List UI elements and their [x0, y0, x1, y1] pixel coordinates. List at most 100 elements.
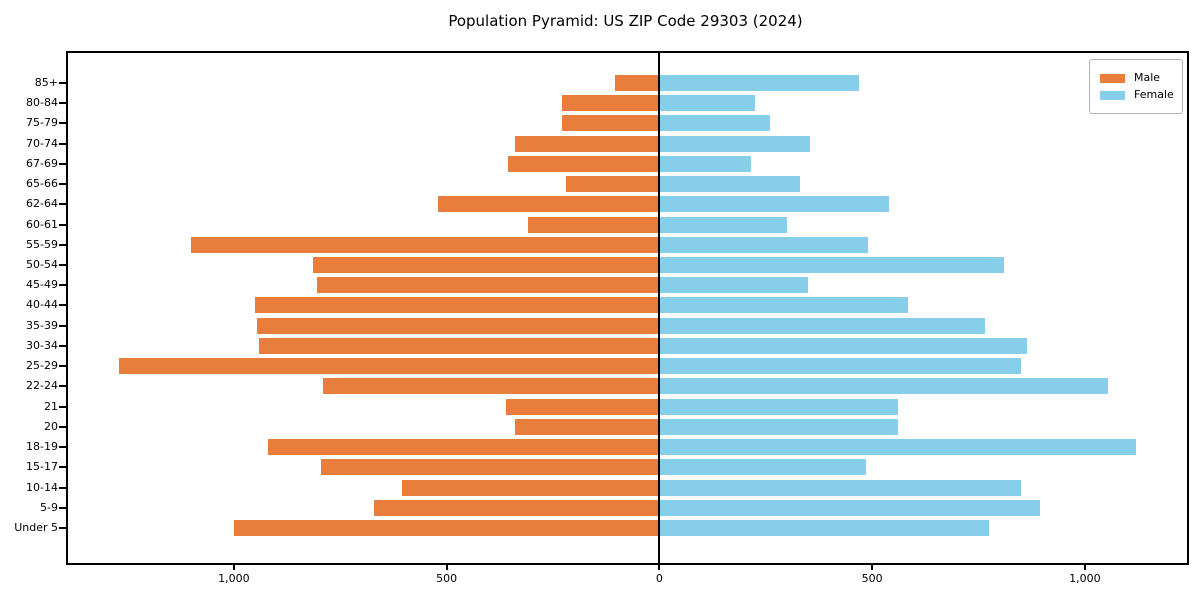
male-bar: [312, 257, 660, 274]
y-axis-label: 55-59: [26, 237, 58, 251]
male-bar: [565, 176, 660, 193]
female-bar: [659, 257, 1005, 274]
zero-line: [658, 53, 661, 563]
y-axis-tick: [59, 304, 66, 307]
y-axis-label: 22-24: [26, 379, 58, 393]
male-bar: [267, 439, 660, 456]
y-axis-label: 5-9: [40, 500, 58, 514]
female-bar: [659, 358, 1022, 375]
y-axis-label: 30-34: [26, 338, 58, 352]
y-axis-tick: [59, 102, 66, 105]
x-axis-tick-label: 1,000: [1069, 572, 1101, 585]
female-bar: [659, 216, 788, 233]
female-bar: [659, 277, 809, 294]
y-axis-label: 15-17: [26, 460, 58, 474]
male-bar: [323, 378, 660, 395]
female-bar: [659, 459, 866, 476]
y-axis-label: 85+: [34, 76, 58, 89]
female-bar: [659, 176, 800, 193]
male-swatch-icon: [1100, 73, 1125, 83]
y-axis-label: 67-69: [26, 156, 58, 170]
legend-label-male: Male: [1134, 71, 1161, 84]
male-bar: [233, 519, 660, 536]
y-axis-tick: [59, 365, 66, 368]
x-axis-tick-label: 500: [436, 572, 458, 585]
y-axis-label: 80-84: [26, 96, 58, 110]
female-swatch-icon: [1100, 90, 1125, 100]
y-axis-label: 70-74: [26, 136, 58, 150]
female-bar: [659, 499, 1041, 516]
legend-item-female: Female: [1100, 88, 1174, 102]
y-axis-tick: [59, 486, 66, 489]
y-axis-tick: [59, 223, 66, 226]
female-bar: [659, 317, 985, 334]
female-bar: [659, 155, 751, 172]
female-bar: [659, 115, 771, 132]
male-bar: [374, 499, 660, 516]
y-axis-tick: [59, 446, 66, 449]
y-axis-label: 65-66: [26, 177, 58, 191]
y-axis-tick: [59, 122, 66, 125]
female-bar: [659, 479, 1022, 496]
y-axis-tick: [59, 385, 66, 388]
male-bar: [316, 277, 660, 294]
x-axis-tick: [445, 563, 448, 570]
y-axis-tick: [59, 506, 66, 509]
y-axis-tick: [59, 142, 66, 145]
y-axis-label: 62-64: [26, 197, 58, 211]
y-axis-tick: [59, 425, 66, 428]
y-axis-label: 18-19: [26, 440, 58, 454]
male-bar: [514, 135, 660, 152]
y-axis-tick: [59, 526, 66, 529]
female-bar: [659, 398, 898, 415]
x-axis-tick: [1083, 563, 1086, 570]
y-axis-tick: [59, 82, 66, 84]
male-bar: [527, 216, 660, 233]
y-axis-label: 35-39: [26, 318, 58, 332]
male-bar: [438, 196, 660, 213]
female-bar: [659, 75, 860, 91]
x-axis-tick: [658, 563, 661, 570]
y-axis-tick: [59, 344, 66, 347]
y-axis-tick: [59, 203, 66, 206]
legend-label-female: Female: [1134, 88, 1174, 101]
male-bar: [508, 155, 660, 172]
female-bar: [659, 236, 868, 253]
plot-area: Male Female 85+ 80-84 75-79 70-74 67-69 65-66…: [14, 51, 1189, 585]
x-axis-tick-label: 500: [861, 572, 883, 585]
x-axis-tick: [232, 563, 235, 570]
y-axis-tick: [59, 324, 66, 327]
y-axis-label: 10-14: [26, 480, 58, 494]
y-axis-tick: [59, 284, 66, 287]
female-bar: [659, 337, 1028, 354]
female-bar: [659, 439, 1136, 456]
y-axis-tick: [59, 264, 66, 267]
x-axis-tick-label: 1,000: [218, 572, 250, 585]
y-axis-tick: [59, 183, 66, 186]
female-bar: [659, 135, 811, 152]
male-bar: [191, 236, 660, 253]
y-axis-label: 21: [44, 399, 58, 413]
chart-title: Population Pyramid: US ZIP Code 29303 (2…: [448, 12, 803, 30]
x-axis-tick-label: 0: [655, 572, 663, 585]
y-axis-tick: [59, 405, 66, 408]
male-bar: [321, 459, 660, 476]
female-bar: [659, 196, 890, 213]
male-bar: [119, 358, 660, 375]
male-bar: [255, 297, 660, 314]
male-bar: [561, 115, 660, 132]
y-axis-label: 45-49: [26, 278, 58, 292]
y-axis-label: 50-54: [26, 258, 58, 272]
female-bar: [659, 418, 898, 435]
legend-item-male: Male: [1100, 71, 1172, 85]
female-bar: [659, 378, 1109, 395]
x-axis-tick: [871, 563, 874, 570]
legend: Male Female: [1089, 59, 1183, 114]
male-bar: [257, 317, 660, 334]
female-bar: [659, 95, 756, 112]
male-bar: [561, 95, 660, 112]
y-axis-label: 20: [44, 419, 58, 433]
female-bar: [659, 297, 909, 314]
male-bar: [614, 75, 660, 91]
